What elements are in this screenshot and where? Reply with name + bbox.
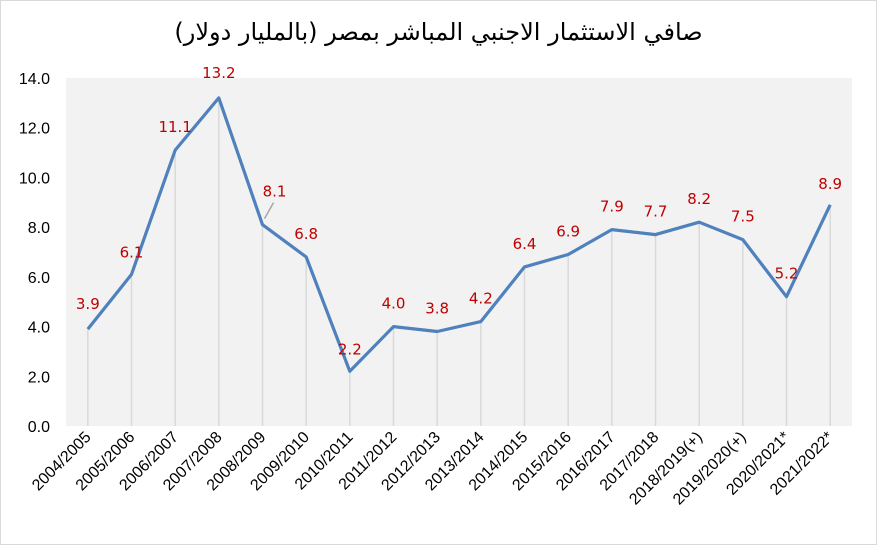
y-tick-label: 14.0 [19,71,50,88]
data-labels: 3.9 6.1 11.1 13.2 8.1 6.8 2.2 4.0 3.8 4.2 6.4 6.9 7.… [76,64,842,358]
data-label: 11.1 [158,118,191,136]
label-leaders [263,202,275,220]
data-label: 6.4 [513,235,537,253]
y-axis-ticks: 0.0 2.0 4.0 6.0 8.0 10.0 12.0 14.0 [19,71,50,436]
data-label: 4.2 [469,290,493,308]
data-label: 6.1 [120,243,144,261]
y-tick-label: 8.0 [28,220,50,237]
plot-area [66,78,852,426]
data-label: 2.2 [338,340,362,358]
data-label: 6.8 [294,225,318,243]
data-label: 13.2 [202,64,235,82]
y-tick-label: 6.0 [28,270,50,287]
data-label: 8.9 [818,175,842,193]
data-label: 8.1 [263,183,287,201]
chart-title: صافي الاستثمار الاجنبي المباشر بمصر (بال… [174,18,703,46]
data-label: 4.0 [382,295,406,313]
data-label: 5.2 [775,265,799,283]
data-label: 6.9 [556,222,580,240]
data-label: 3.8 [425,300,449,318]
data-label: 7.5 [731,208,755,226]
x-axis-ticks: 2004/20052005/20062006/20072007/20082008… [29,429,837,509]
y-tick-label: 10.0 [19,170,50,187]
series-line [86,96,832,373]
data-label: 8.2 [687,190,711,208]
y-tick-label: 2.0 [28,369,50,386]
data-label: 3.9 [76,295,100,313]
y-tick-label: 12.0 [19,121,50,138]
data-label: 7.7 [644,203,668,221]
y-tick-label: 0.0 [28,419,50,436]
leader-line [263,202,275,220]
drop-lines [87,97,831,426]
data-label: 7.9 [600,198,624,216]
y-tick-label: 4.0 [28,320,50,337]
